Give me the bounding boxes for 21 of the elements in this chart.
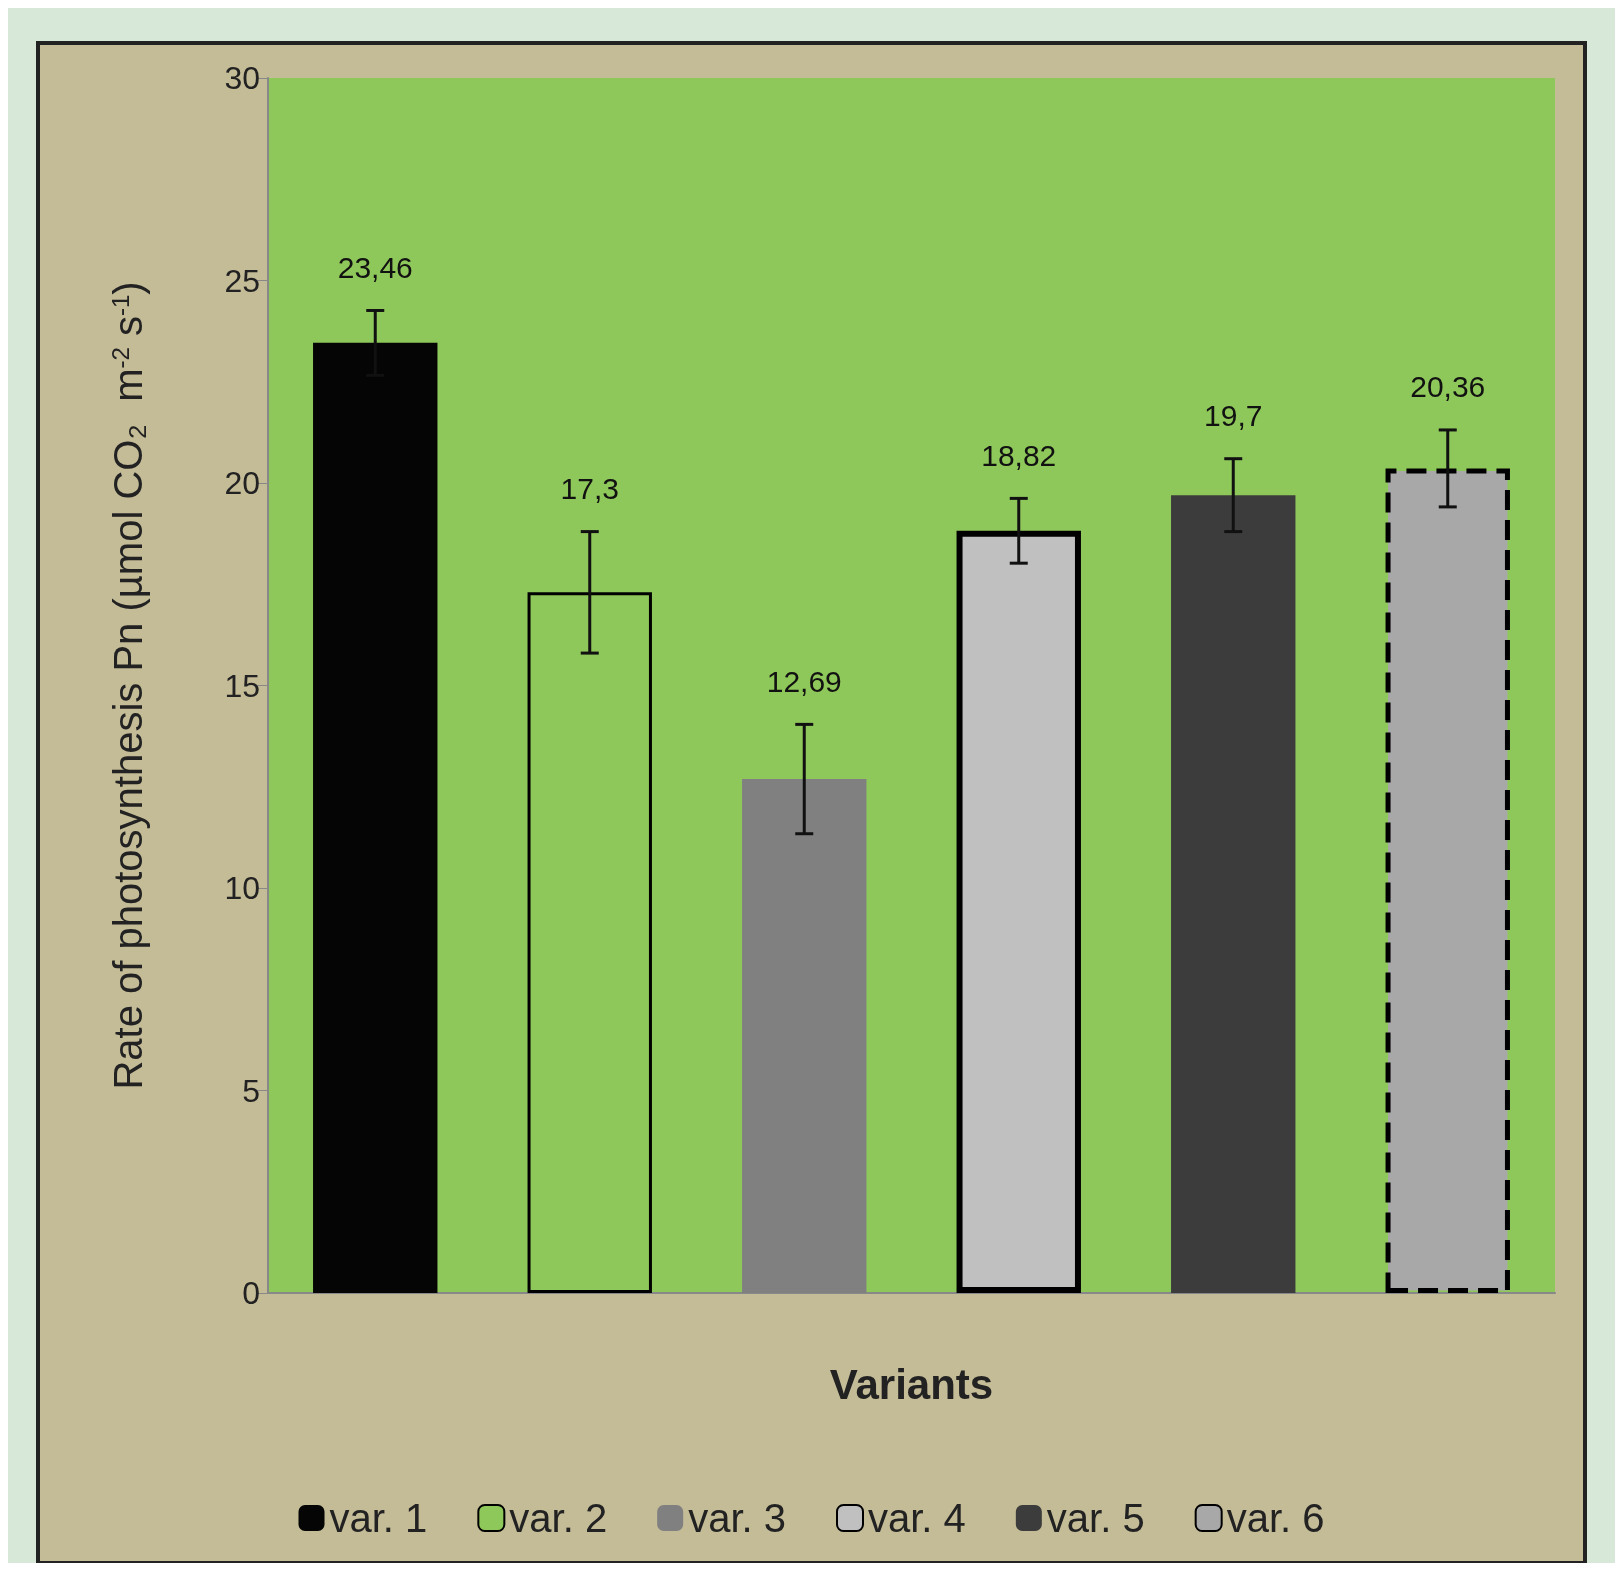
- y-axis-title: Rate of photosynthesis Pn (µmol CO₂ m-2 s-1): [106, 281, 150, 1090]
- y-tick-label: 25: [224, 262, 260, 299]
- y-tick-label: 10: [224, 870, 260, 906]
- data-label: 23,46: [337, 250, 413, 284]
- legend-label: var. 2: [509, 1496, 608, 1540]
- legend-label: var. 5: [1046, 1496, 1145, 1540]
- legend-label: var. 6: [1226, 1496, 1325, 1540]
- data-label: 18,82: [981, 438, 1057, 472]
- data-label: 17,3: [560, 472, 619, 506]
- legend-label: var. 3: [688, 1496, 787, 1540]
- y-tick-label: 0: [242, 1275, 260, 1311]
- y-tick-label: 5: [242, 1072, 260, 1109]
- legend-label: var. 1: [329, 1496, 428, 1540]
- x-axis-title: Variants: [829, 1360, 994, 1408]
- data-label: 20,36: [1410, 370, 1486, 404]
- y-tick-label: 15: [224, 667, 260, 704]
- y-tick-label: 30: [224, 60, 260, 96]
- legend-label: var. 4: [868, 1496, 966, 1540]
- data-label: 19,7: [1204, 399, 1263, 433]
- y-tick-label: 20: [224, 465, 260, 501]
- data-label: 12,69: [766, 664, 842, 698]
